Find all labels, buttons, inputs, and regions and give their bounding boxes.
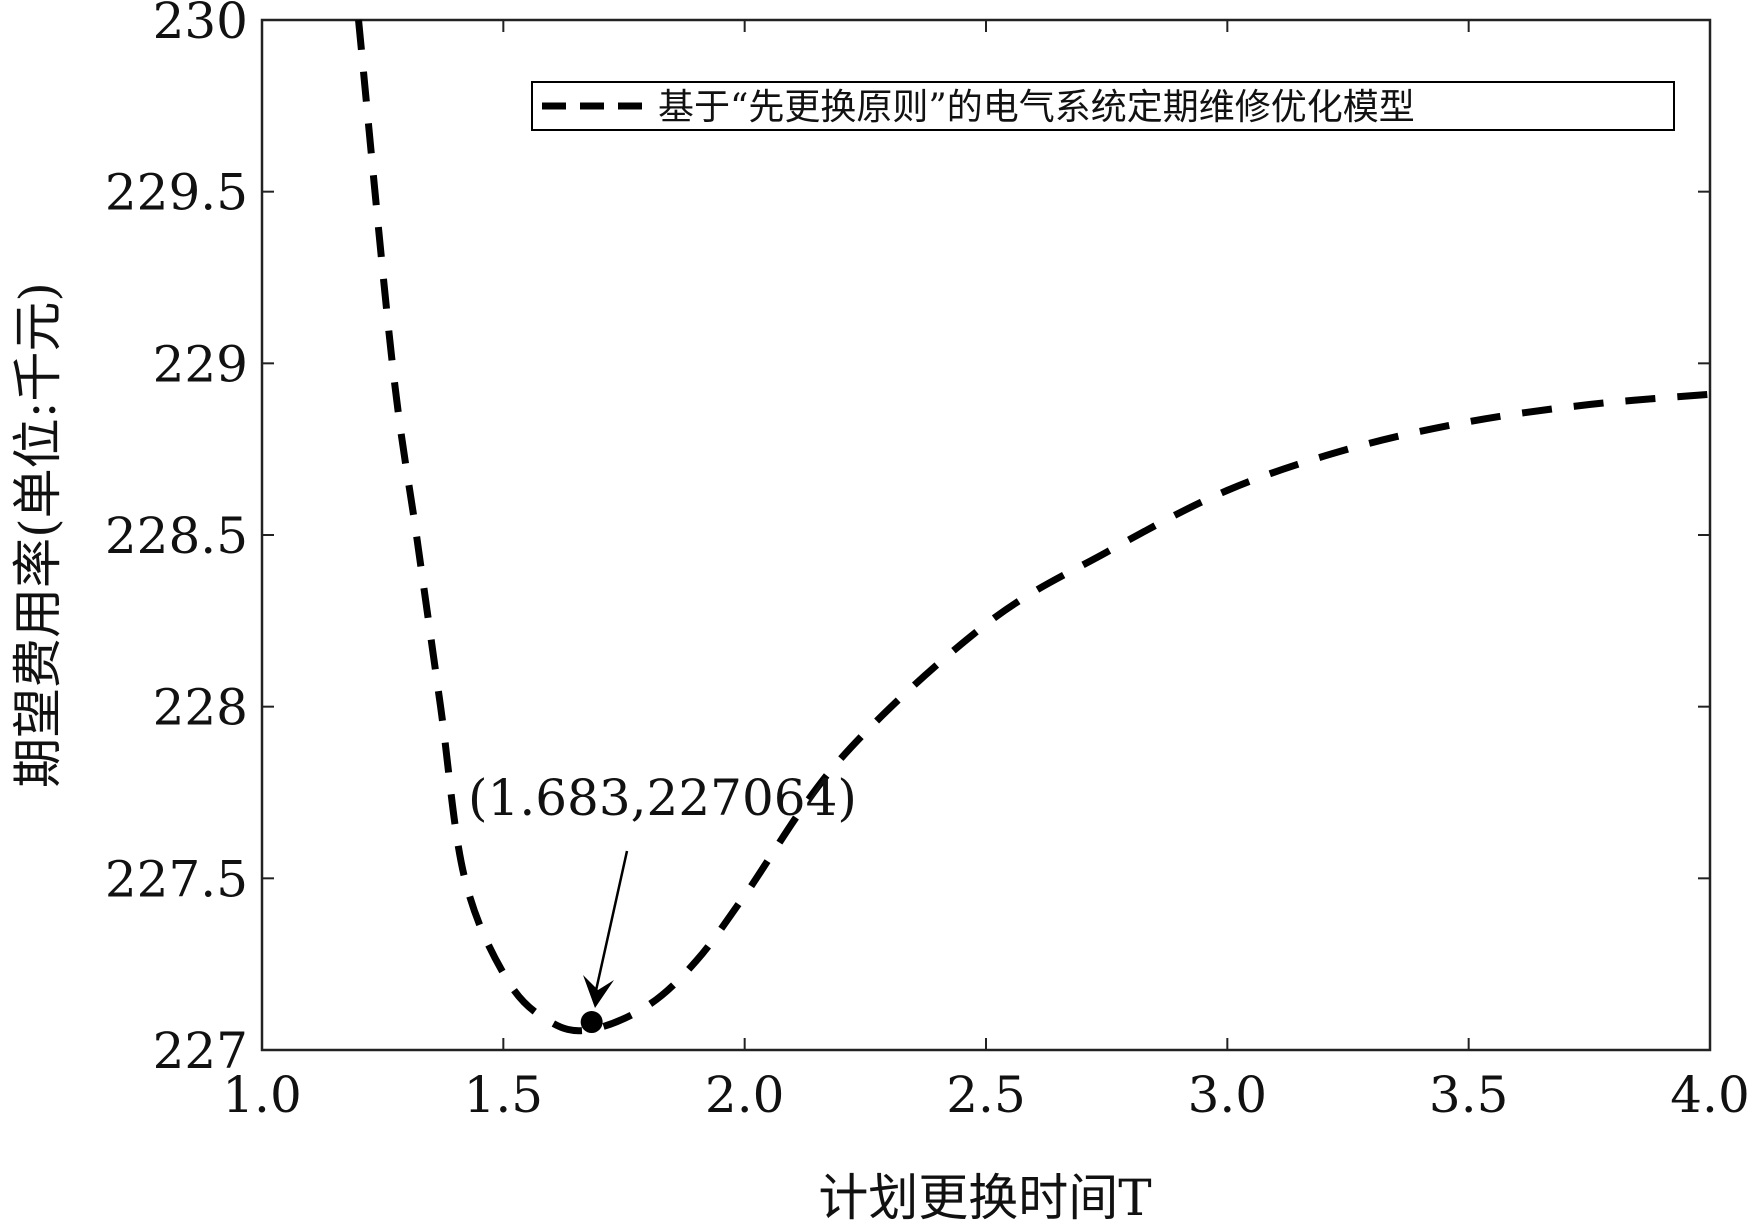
y-tick-label: 228.5 bbox=[105, 507, 248, 565]
x-tick-label: 2.0 bbox=[705, 1066, 785, 1124]
y-tick-label: 227.5 bbox=[105, 850, 248, 908]
x-tick-label: 3.5 bbox=[1429, 1066, 1509, 1124]
x-tick-label: 2.5 bbox=[946, 1066, 1026, 1124]
minimum-point-marker bbox=[580, 1011, 603, 1034]
legend-label: 基于“先更换原则”的电气系统定期维修优化模型 bbox=[658, 87, 1415, 128]
x-tick-label: 1.5 bbox=[464, 1066, 544, 1124]
plot-frame bbox=[260, 18, 1712, 1052]
series-line bbox=[355, 19, 1711, 1035]
annotation-arrow bbox=[593, 850, 629, 996]
y-axis-label: 期望费用率(单位:千元) bbox=[9, 282, 67, 788]
y-tick-label: 228 bbox=[153, 679, 248, 737]
y-tick-label: 229 bbox=[153, 335, 248, 393]
legend: 基于“先更换原则”的电气系统定期维修优化模型 bbox=[531, 81, 1675, 131]
y-tick-label: 229.5 bbox=[105, 164, 248, 222]
x-tick-label: 3.0 bbox=[1188, 1066, 1268, 1124]
x-tick-label: 1.0 bbox=[222, 1066, 302, 1124]
annotation-arrowhead bbox=[583, 975, 614, 1008]
x-tick-label: 4.0 bbox=[1670, 1066, 1750, 1124]
x-axis-label: 计划更换时间T bbox=[818, 1169, 1151, 1227]
axes: 1.0 1.5 2.0 2.5 3.0 3.5 4.0 227 227.5 228 228.5 229… bbox=[105, 0, 1750, 1124]
legend-box bbox=[531, 81, 1675, 131]
y-tick-label: 227 bbox=[153, 1022, 248, 1080]
y-tick-label: 230 bbox=[153, 0, 248, 50]
annotation-label: (1.683,227064) bbox=[468, 769, 857, 827]
